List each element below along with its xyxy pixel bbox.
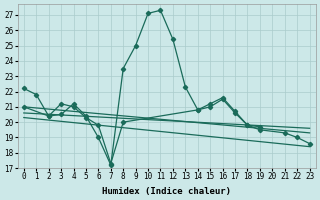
X-axis label: Humidex (Indice chaleur): Humidex (Indice chaleur) <box>102 187 231 196</box>
